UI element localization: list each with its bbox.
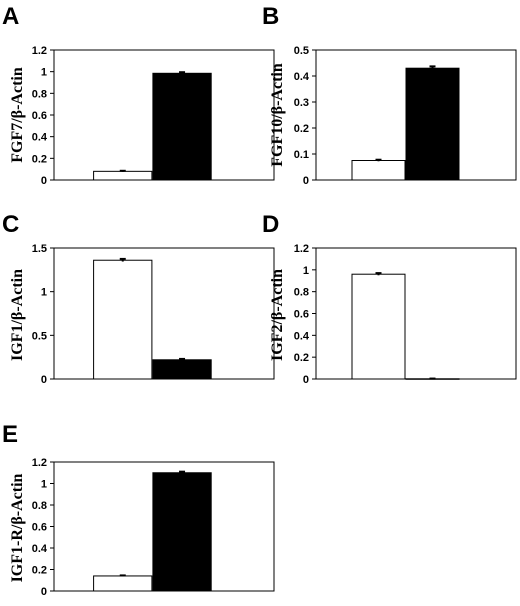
y-tick-label: 0 xyxy=(41,374,47,386)
plot-area-e: 0 0.2 0.4 0.6 0.8 1 1.2 xyxy=(32,457,275,598)
plot-frame xyxy=(315,247,517,380)
y-axis-label: IGF1-R/β-Actin xyxy=(9,473,26,582)
y-tick-label: 1 xyxy=(41,67,47,79)
bar xyxy=(152,359,212,380)
bar xyxy=(152,472,212,592)
panel-c: C IGF1/β-Actin 0 0.5 1 1.5 xyxy=(2,211,275,386)
bar xyxy=(152,72,212,181)
panel-letter-a: A xyxy=(2,3,19,30)
plot-area-d: 0 0.2 0.4 0.6 0.8 1 1.2 xyxy=(294,243,517,386)
y-tick-label: 0.4 xyxy=(294,71,310,83)
panel-letter-e: E xyxy=(2,421,18,448)
y-tick-label: 0.6 xyxy=(32,522,47,534)
y-axis-label: IGF2/β-Actin xyxy=(269,269,286,361)
plot-area-c: 0 0.5 1 1.5 xyxy=(32,243,275,386)
y-tick-label: 1 xyxy=(41,479,47,491)
panel-d: D IGF2/β-Actin 0 0.2 0.4 0.6 0.8 1 1.2 xyxy=(262,211,517,386)
bar xyxy=(93,575,153,592)
y-tick-label: 0 xyxy=(303,175,309,187)
y-tick-label: 0.8 xyxy=(294,287,309,299)
y-tick-label: 1.2 xyxy=(294,243,309,255)
y-tick-label: 0 xyxy=(41,175,47,187)
y-tick-label: 0.6 xyxy=(294,309,309,321)
y-tick-label: 1 xyxy=(303,265,309,277)
y-tick-label: 0.4 xyxy=(32,132,48,144)
y-tick-label: 0.2 xyxy=(32,153,47,165)
panel-b: B FGF10/β-Actin 0 0.1 0.2 0.3 0.4 0.5 xyxy=(262,3,517,187)
y-tick-label: 0 xyxy=(41,586,47,598)
panel-letter-c: C xyxy=(2,211,19,238)
y-tick-label: 0.8 xyxy=(32,500,47,512)
panel-letter-d: D xyxy=(262,211,279,238)
plot-area-a: 0 0.2 0.4 0.6 0.8 1 1.2 xyxy=(32,45,275,187)
y-tick-label: 0.2 xyxy=(32,565,47,577)
y-tick-label: 0 xyxy=(303,374,309,386)
bar xyxy=(93,259,153,380)
y-axis-label: FGF7/β-Actin xyxy=(9,67,26,163)
panel-e: E IGF1-R/β-Actin 0 0.2 0.4 0.6 0.8 1 1.2 xyxy=(2,421,275,598)
y-tick-label: 0.2 xyxy=(294,352,309,364)
y-tick-label: 0.4 xyxy=(294,330,310,342)
y-tick-label: 1.5 xyxy=(32,243,47,255)
y-axis-label: FGF10/β-Actin xyxy=(269,63,286,167)
y-tick-label: 0.4 xyxy=(32,543,48,555)
bar xyxy=(351,273,406,380)
y-tick-label: 1.2 xyxy=(32,457,47,469)
y-tick-label: 0.1 xyxy=(294,149,309,161)
y-axis-label: IGF1/β-Actin xyxy=(9,269,26,361)
y-tick-label: 0.5 xyxy=(32,330,47,342)
y-tick-label: 0.5 xyxy=(294,45,309,57)
y-tick-label: 0.3 xyxy=(294,97,309,109)
y-tick-label: 0.2 xyxy=(294,123,309,135)
bar xyxy=(351,160,406,181)
y-tick-label: 0.8 xyxy=(32,88,47,100)
y-tick-label: 1 xyxy=(41,287,47,299)
y-tick-label: 0.6 xyxy=(32,110,47,122)
panel-letter-b: B xyxy=(262,3,279,30)
bar xyxy=(405,67,460,181)
bar xyxy=(93,170,153,181)
plot-area-b: 0 0.1 0.2 0.3 0.4 0.5 xyxy=(294,45,517,187)
y-tick-label: 1.2 xyxy=(32,45,47,57)
panel-a: A FGF7/β-Actin 0 0.2 0.4 0.6 0.8 1 1.2 xyxy=(2,3,275,187)
